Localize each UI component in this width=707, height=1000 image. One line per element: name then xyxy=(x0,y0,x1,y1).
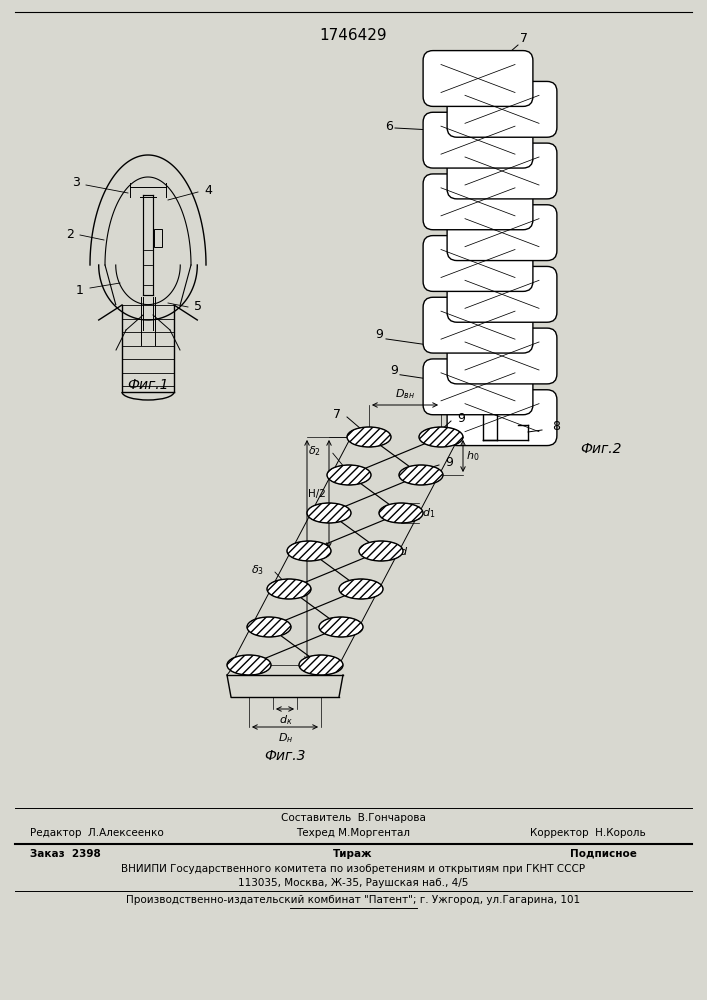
Text: $D_{вн}$: $D_{вн}$ xyxy=(395,387,415,401)
Text: 8: 8 xyxy=(552,420,560,433)
Text: Подписное: Подписное xyxy=(570,849,637,859)
Text: Фиг.2: Фиг.2 xyxy=(580,442,621,456)
FancyBboxPatch shape xyxy=(423,359,533,415)
Ellipse shape xyxy=(307,503,351,523)
Ellipse shape xyxy=(327,465,371,485)
FancyBboxPatch shape xyxy=(423,297,533,353)
Text: $h_0$: $h_0$ xyxy=(466,449,479,463)
Text: $D_н$: $D_н$ xyxy=(279,731,293,745)
Text: 9: 9 xyxy=(390,364,398,377)
Text: $d$: $d$ xyxy=(399,545,408,557)
FancyBboxPatch shape xyxy=(447,328,557,384)
Text: $d_1$: $d_1$ xyxy=(422,506,436,520)
Text: 5: 5 xyxy=(194,300,202,314)
Ellipse shape xyxy=(299,655,343,675)
FancyBboxPatch shape xyxy=(423,112,533,168)
Text: Редактор  Л.Алексеенко: Редактор Л.Алексеенко xyxy=(30,828,164,838)
Text: 4: 4 xyxy=(204,184,212,196)
FancyBboxPatch shape xyxy=(447,390,557,446)
Ellipse shape xyxy=(379,503,423,523)
FancyBboxPatch shape xyxy=(423,236,533,291)
Ellipse shape xyxy=(267,579,311,599)
FancyBboxPatch shape xyxy=(423,174,533,230)
Text: Производственно-издательский комбинат "Патент"; г. Ужгород, ул.Гагарина, 101: Производственно-издательский комбинат "П… xyxy=(126,895,580,905)
Text: Техред М.Моргентал: Техред М.Моргентал xyxy=(296,828,410,838)
Text: 9: 9 xyxy=(445,456,453,470)
Text: 6: 6 xyxy=(385,120,393,133)
Text: $\delta_2$: $\delta_2$ xyxy=(308,444,321,458)
Text: 7: 7 xyxy=(520,32,528,45)
Text: 9: 9 xyxy=(375,328,383,341)
Text: $d_к$: $d_к$ xyxy=(279,713,293,727)
Text: Составитель  В.Гончарова: Составитель В.Гончарова xyxy=(281,813,426,823)
Ellipse shape xyxy=(339,579,383,599)
Text: 113035, Москва, Ж-35, Раушская наб., 4/5: 113035, Москва, Ж-35, Раушская наб., 4/5 xyxy=(238,878,468,888)
Text: 3: 3 xyxy=(72,176,80,190)
Text: Фиг.3: Фиг.3 xyxy=(264,749,305,763)
Text: ВНИИПИ Государственного комитета по изобретениям и открытиям при ГКНТ СССР: ВНИИПИ Государственного комитета по изоб… xyxy=(121,864,585,874)
Text: 2: 2 xyxy=(66,229,74,241)
Ellipse shape xyxy=(247,617,291,637)
Text: 1746429: 1746429 xyxy=(319,28,387,43)
Text: 9: 9 xyxy=(457,412,465,426)
Text: Корректор  Н.Король: Корректор Н.Король xyxy=(530,828,645,838)
FancyBboxPatch shape xyxy=(447,205,557,261)
Ellipse shape xyxy=(227,655,271,675)
Text: Заказ  2398: Заказ 2398 xyxy=(30,849,101,859)
Text: H: H xyxy=(296,546,304,556)
FancyBboxPatch shape xyxy=(447,266,557,322)
FancyBboxPatch shape xyxy=(447,81,557,137)
Text: Тираж: Тираж xyxy=(333,849,373,859)
Text: H/2: H/2 xyxy=(308,489,326,499)
Text: Фиг.1: Фиг.1 xyxy=(127,378,169,392)
Ellipse shape xyxy=(319,617,363,637)
Ellipse shape xyxy=(347,427,391,447)
Ellipse shape xyxy=(399,465,443,485)
Bar xyxy=(154,229,162,247)
Text: 1: 1 xyxy=(76,284,84,296)
Ellipse shape xyxy=(419,427,463,447)
Text: $\delta_3$: $\delta_3$ xyxy=(251,563,264,577)
Ellipse shape xyxy=(287,541,331,561)
FancyBboxPatch shape xyxy=(423,51,533,106)
Text: 7: 7 xyxy=(333,408,341,422)
Ellipse shape xyxy=(359,541,403,561)
FancyBboxPatch shape xyxy=(447,143,557,199)
